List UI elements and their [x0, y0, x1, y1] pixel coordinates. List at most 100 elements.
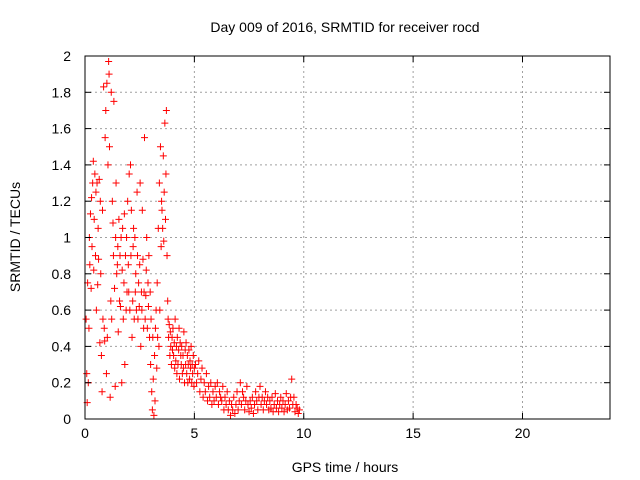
data-point [239, 388, 246, 396]
data-point [235, 397, 243, 405]
data-point [214, 400, 222, 408]
data-point [292, 400, 300, 408]
data-points [82, 57, 303, 419]
data-point [144, 302, 152, 310]
data-point [173, 333, 181, 341]
y-tick-label: 0.2 [52, 375, 72, 391]
data-point [161, 119, 169, 127]
data-point [96, 339, 104, 347]
data-point [87, 284, 95, 292]
data-point [226, 411, 234, 419]
data-point [135, 279, 143, 287]
data-point [216, 388, 224, 396]
data-point [291, 408, 299, 416]
data-point [124, 261, 132, 269]
data-point [142, 292, 150, 300]
data-point [156, 143, 164, 151]
data-point [140, 288, 148, 296]
data-point [97, 351, 105, 359]
data-point [94, 224, 102, 232]
data-point [86, 261, 94, 269]
data-point [176, 339, 184, 347]
data-point [157, 243, 165, 251]
data-point [111, 284, 119, 292]
y-tick-label: 1.4 [52, 157, 72, 173]
data-point [134, 252, 141, 260]
data-point [114, 328, 122, 336]
data-point [129, 297, 137, 305]
data-point [280, 408, 288, 416]
data-point [111, 382, 119, 390]
data-point [172, 357, 180, 365]
data-point [138, 306, 146, 314]
data-point [112, 179, 120, 187]
data-point [198, 364, 206, 372]
data-point [195, 357, 203, 365]
data-point [138, 206, 146, 214]
data-point [126, 306, 134, 314]
data-point [141, 315, 149, 323]
data-point [155, 342, 163, 350]
data-point [105, 57, 113, 65]
data-point [231, 410, 239, 418]
data-point [249, 410, 257, 418]
data-point [116, 302, 124, 310]
data-point [186, 375, 194, 383]
data-point [104, 161, 112, 169]
data-point [151, 351, 159, 359]
data-point [120, 279, 128, 287]
data-point [109, 252, 117, 260]
data-point [113, 261, 121, 269]
data-point [147, 361, 155, 369]
data-point [103, 79, 111, 87]
data-point [151, 324, 159, 332]
data-point [199, 393, 207, 401]
data-point [294, 410, 302, 418]
data-point [193, 379, 201, 387]
data-point [208, 400, 216, 408]
data-point [119, 315, 127, 323]
data-point [89, 157, 97, 165]
data-point [187, 342, 195, 350]
data-point [97, 270, 105, 278]
data-point [127, 206, 135, 214]
data-point [98, 388, 106, 396]
data-point [241, 406, 249, 414]
data-point [155, 179, 163, 187]
data-point [284, 397, 292, 405]
data-point [175, 346, 183, 354]
data-point [189, 351, 197, 359]
data-point [164, 315, 172, 323]
data-point [209, 388, 217, 396]
data-point [160, 188, 168, 196]
data-point [163, 252, 171, 260]
data-point [271, 390, 279, 398]
data-point [83, 370, 91, 378]
data-point [118, 266, 126, 274]
data-point [105, 70, 113, 78]
data-point [116, 297, 124, 305]
x-tick-labels: 0 5 10 15 20 [81, 425, 530, 441]
data-point [125, 288, 133, 296]
data-point [180, 328, 188, 336]
data-point [119, 224, 127, 232]
data-point [166, 328, 174, 336]
data-point [165, 321, 173, 329]
data-point [123, 234, 131, 241]
data-point [121, 361, 129, 369]
data-point [171, 364, 179, 372]
data-point [146, 288, 154, 296]
x-tick-label: 5 [190, 425, 198, 441]
data-point [162, 215, 169, 223]
data-point [95, 175, 103, 183]
data-point [109, 219, 117, 227]
data-point [183, 351, 191, 359]
data-point [130, 224, 138, 232]
data-point [82, 315, 90, 323]
data-point [113, 270, 121, 278]
x-tick-label: 10 [296, 425, 312, 441]
data-point [268, 393, 276, 401]
data-point [99, 206, 106, 214]
data-point [263, 400, 271, 408]
data-point [101, 134, 109, 142]
